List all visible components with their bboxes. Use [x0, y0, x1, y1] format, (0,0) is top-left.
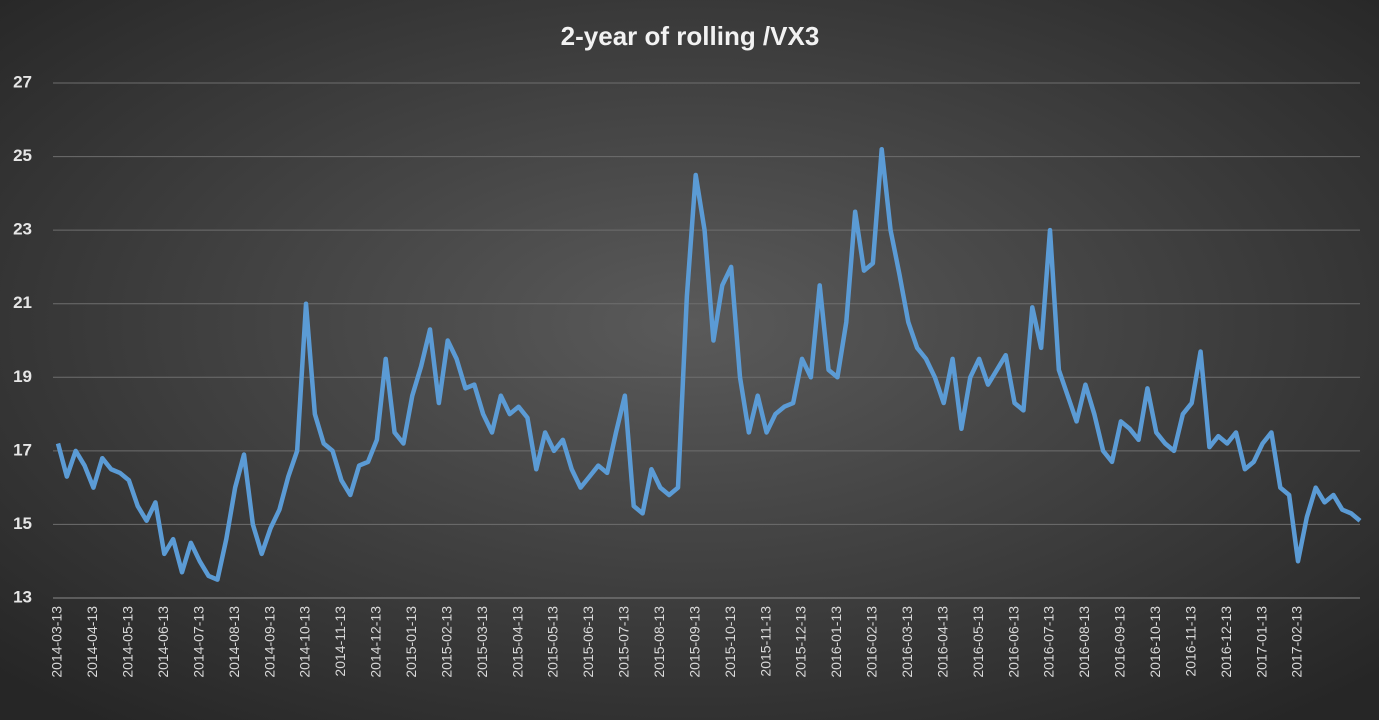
x-tick-label: 2016-01-13: [828, 606, 844, 678]
y-tick-label: 23: [13, 220, 32, 239]
x-tick-label: 2015-07-13: [616, 606, 632, 678]
x-tick-label: 2014-03-13: [49, 606, 65, 678]
x-tick-label: 2016-07-13: [1041, 606, 1057, 678]
x-tick-label: 2016-10-13: [1147, 606, 1163, 678]
y-tick-label: 15: [13, 514, 32, 533]
x-tick-label: 2015-02-13: [438, 606, 454, 678]
x-tick-label: 2015-08-13: [651, 606, 667, 678]
x-tick-label: 2014-08-13: [226, 606, 242, 678]
x-tick-label: 2015-03-13: [474, 606, 490, 678]
y-tick-label: 19: [13, 367, 32, 386]
y-tick-label: 21: [13, 293, 32, 312]
x-tick-label: 2016-08-13: [1076, 606, 1092, 678]
x-tick-label: 2016-05-13: [970, 606, 986, 678]
x-tick-label: 2014-06-13: [155, 606, 171, 678]
x-tick-label: 2014-10-13: [297, 606, 313, 678]
x-tick-label: 2016-06-13: [1005, 606, 1021, 678]
x-tick-label: 2015-10-13: [722, 606, 738, 678]
x-tick-label: 2014-12-13: [368, 606, 384, 678]
x-tick-label: 2015-06-13: [580, 606, 596, 678]
y-tick-label: 17: [13, 440, 32, 459]
x-tick-label: 2016-11-13: [1182, 606, 1198, 677]
x-tick-label: 2016-12-13: [1218, 606, 1234, 678]
x-tick-label: 2015-05-13: [545, 606, 561, 678]
chart-title: 2-year of rolling /VX3: [561, 21, 820, 51]
y-tick-label: 25: [13, 146, 32, 165]
x-tick-label: 2015-09-13: [686, 606, 702, 678]
x-tick-label: 2016-02-13: [864, 606, 880, 678]
x-tick-label: 2016-04-13: [934, 606, 950, 678]
x-tick-label: 2014-11-13: [332, 606, 348, 677]
y-tick-label: 13: [13, 587, 32, 606]
x-tick-label: 2017-02-13: [1289, 606, 1305, 678]
x-tick-label: 2014-05-13: [120, 606, 136, 678]
x-tick-label: 2016-09-13: [1112, 606, 1128, 678]
x-tick-label: 2014-04-13: [84, 606, 100, 678]
x-tick-label: 2016-03-13: [899, 606, 915, 678]
x-tick-label: 2014-07-13: [190, 606, 206, 678]
data-line: [55, 146, 1362, 582]
y-tick-label: 27: [13, 72, 32, 91]
x-tick-label: 2015-11-13: [757, 606, 773, 677]
x-tick-label: 2015-01-13: [403, 606, 419, 678]
x-tick-label: 2015-04-13: [509, 606, 525, 678]
x-tick-label: 2017-01-13: [1253, 606, 1269, 678]
x-tick-label: 2015-12-13: [793, 606, 809, 678]
x-tick-label: 2014-09-13: [261, 606, 277, 678]
